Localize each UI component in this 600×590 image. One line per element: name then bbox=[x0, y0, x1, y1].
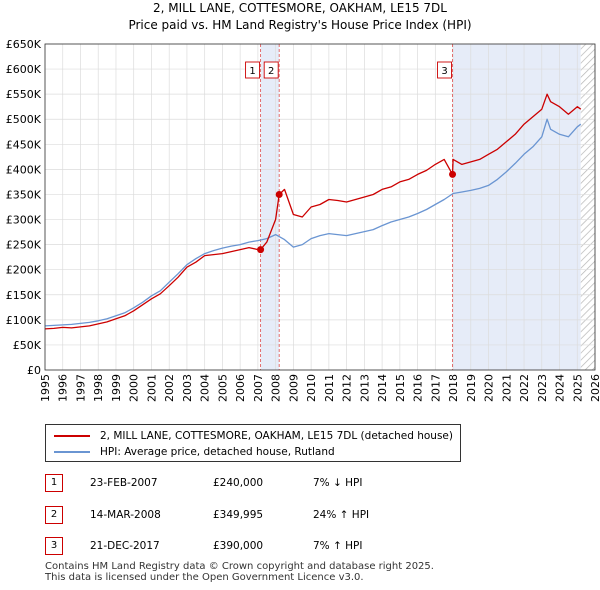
y-tick-label: £0 bbox=[27, 364, 41, 377]
x-tick-label: 2018 bbox=[447, 374, 460, 402]
x-tick-label: 2020 bbox=[483, 374, 496, 402]
property-series-line bbox=[44, 93, 582, 330]
x-tick-label: 2005 bbox=[216, 374, 229, 402]
transaction-point bbox=[449, 170, 457, 178]
x-tick-label: 2017 bbox=[429, 374, 442, 402]
legend-swatch-property bbox=[54, 435, 90, 437]
x-tick-label: 2003 bbox=[181, 374, 194, 402]
transaction-hpi-diff: 7% ↑ HPI bbox=[313, 540, 363, 552]
legend-label-hpi: HPI: Average price, detached house, Rutl… bbox=[100, 446, 335, 458]
transaction-number: 2 bbox=[45, 506, 63, 524]
y-tick-label: £450K bbox=[6, 138, 42, 151]
y-tick-label: £400K bbox=[6, 163, 42, 176]
y-tick-label: £50K bbox=[13, 339, 42, 352]
price-chart: 2, MILL LANE, COTTESMORE, OAKHAM, LE15 7… bbox=[6, 1, 600, 402]
x-tick-label: 2001 bbox=[145, 374, 158, 402]
transaction-date: 14-MAR-2008 bbox=[90, 509, 161, 521]
x-tick-label: 2004 bbox=[199, 374, 212, 402]
x-tick-label: 2002 bbox=[163, 374, 176, 402]
transaction-point bbox=[275, 190, 283, 198]
transaction-label: 2 bbox=[268, 66, 274, 77]
y-tick-label: £650K bbox=[6, 38, 42, 51]
x-tick-label: 2006 bbox=[234, 374, 247, 402]
x-tick-label: 2012 bbox=[341, 374, 354, 402]
transaction-date: 21-DEC-2017 bbox=[90, 540, 160, 552]
x-tick-label: 2019 bbox=[465, 374, 478, 402]
x-tick-label: 2026 bbox=[589, 374, 600, 402]
x-tick-label: 2010 bbox=[305, 374, 318, 402]
transaction-number: 1 bbox=[45, 474, 63, 492]
x-tick-label: 1996 bbox=[57, 374, 70, 402]
transaction-label-box bbox=[263, 61, 279, 79]
footer-copyright: Contains HM Land Registry data © Crown c… bbox=[45, 561, 434, 572]
x-tick-label: 2013 bbox=[358, 374, 371, 402]
transaction-hpi-diff: 7% ↓ HPI bbox=[313, 477, 363, 489]
y-tick-label: £100K bbox=[6, 314, 42, 327]
x-tick-label: 2009 bbox=[287, 374, 300, 402]
transaction-price: £349,995 bbox=[213, 509, 264, 521]
legend-item-hpi: HPI: Average price, detached house, Rutl… bbox=[54, 444, 335, 460]
transaction-price: £390,000 bbox=[213, 540, 264, 552]
x-tick-label: 2016 bbox=[412, 374, 425, 402]
legend: 2, MILL LANE, COTTESMORE, OAKHAM, LE15 7… bbox=[45, 424, 461, 462]
y-tick-label: £500K bbox=[6, 113, 42, 126]
y-tick-label: £300K bbox=[6, 214, 42, 227]
transaction-label-box bbox=[245, 61, 261, 79]
y-tick-label: £350K bbox=[6, 188, 42, 201]
chart-title: 2, MILL LANE, COTTESMORE, OAKHAM, LE15 7… bbox=[153, 1, 447, 15]
footer: Contains HM Land Registry data © Crown c… bbox=[45, 561, 434, 583]
shaded-region bbox=[260, 44, 280, 370]
transaction-date: 23-FEB-2007 bbox=[90, 477, 158, 489]
transaction-point bbox=[257, 246, 265, 254]
hpi-series-line bbox=[44, 118, 582, 327]
plot-frame bbox=[44, 43, 596, 371]
x-tick-label: 2022 bbox=[518, 374, 531, 402]
y-tick-label: £600K bbox=[6, 63, 42, 76]
x-tick-label: 2021 bbox=[500, 374, 513, 402]
x-tick-label: 2023 bbox=[536, 374, 549, 402]
x-tick-label: 2015 bbox=[394, 374, 407, 402]
x-tick-label: 2025 bbox=[571, 374, 584, 402]
legend-label-property: 2, MILL LANE, COTTESMORE, OAKHAM, LE15 7… bbox=[100, 430, 453, 442]
x-tick-label: 1997 bbox=[74, 374, 87, 402]
y-tick-label: £550K bbox=[6, 88, 42, 101]
legend-item-property: 2, MILL LANE, COTTESMORE, OAKHAM, LE15 7… bbox=[54, 428, 453, 444]
shaded-region bbox=[452, 44, 581, 370]
x-tick-label: 2011 bbox=[323, 374, 336, 402]
x-tick-label: 2000 bbox=[128, 374, 141, 402]
transaction-label: 1 bbox=[249, 66, 255, 77]
transaction-number: 3 bbox=[45, 537, 63, 555]
y-tick-label: £250K bbox=[6, 239, 42, 252]
footer-license: This data is licensed under the Open Gov… bbox=[45, 572, 364, 583]
transaction-label-box bbox=[437, 61, 452, 79]
x-tick-label: 2008 bbox=[270, 374, 283, 402]
y-tick-label: £150K bbox=[6, 289, 42, 302]
forecast-hatch bbox=[580, 44, 595, 370]
transaction-label: 3 bbox=[441, 66, 447, 77]
x-tick-label: 2024 bbox=[554, 374, 567, 402]
x-tick-label: 1998 bbox=[92, 374, 105, 402]
y-tick-label: £200K bbox=[6, 264, 42, 277]
x-tick-label: 1995 bbox=[39, 374, 52, 402]
transaction-price: £240,000 bbox=[213, 477, 264, 489]
chart-subtitle: Price paid vs. HM Land Registry's House … bbox=[128, 18, 471, 32]
transaction-hpi-diff: 24% ↑ HPI bbox=[313, 509, 370, 521]
x-tick-label: 2007 bbox=[252, 374, 265, 402]
legend-swatch-hpi bbox=[54, 451, 90, 453]
x-tick-label: 1999 bbox=[110, 374, 123, 402]
x-tick-label: 2014 bbox=[376, 374, 389, 402]
